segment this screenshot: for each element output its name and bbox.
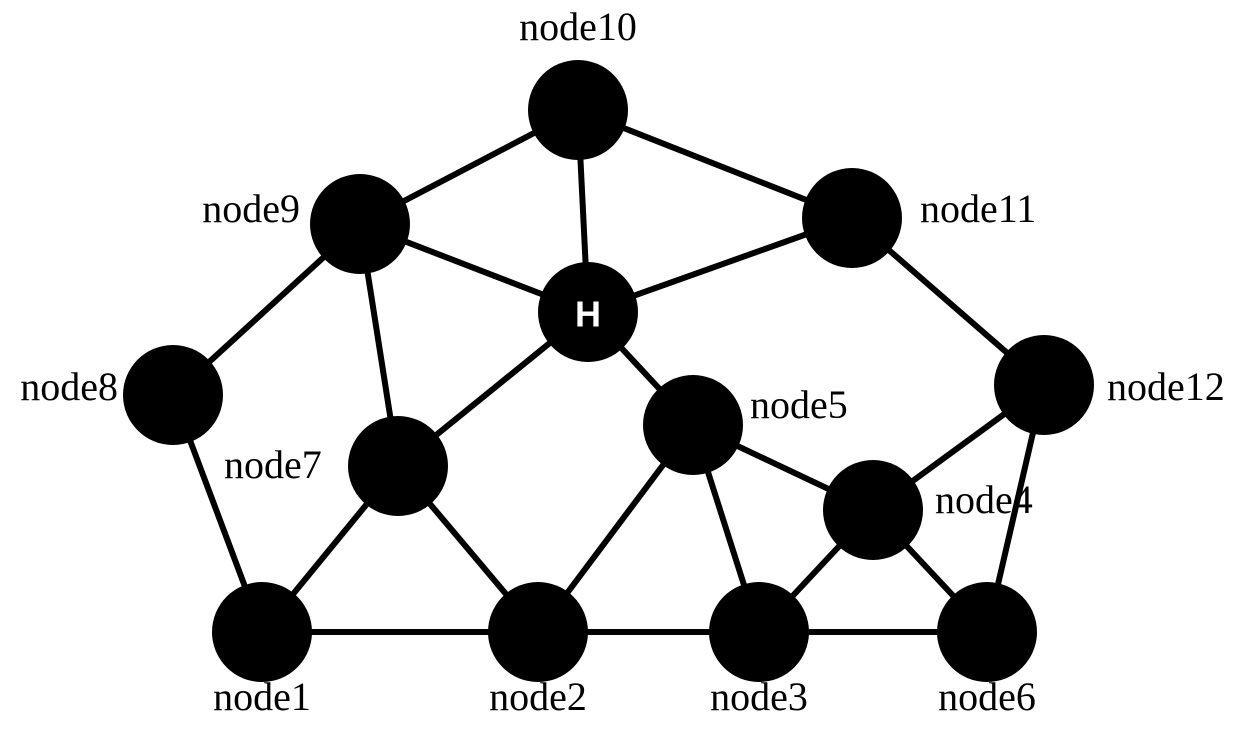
node-label-node9: node9 xyxy=(202,186,300,231)
node-node3 xyxy=(709,582,809,682)
node-node8 xyxy=(123,345,223,445)
node-label-node2: node2 xyxy=(489,674,587,719)
node-label-node3: node3 xyxy=(710,674,808,719)
node-label-node5: node5 xyxy=(750,382,848,427)
node-label-node4: node4 xyxy=(935,477,1033,522)
node-inner-label-H: H xyxy=(575,294,601,335)
edges-group xyxy=(173,110,1044,632)
node-node7 xyxy=(348,416,448,516)
network-diagram: Hnode1 node2 node3 node6 node4 node5 node7 node… xyxy=(0,0,1240,737)
node-label-node10: node10 xyxy=(519,4,637,49)
node-node4 xyxy=(823,460,923,560)
node-node2 xyxy=(488,582,588,682)
node-label-node1: node1 xyxy=(213,674,311,719)
node-node12 xyxy=(994,335,1094,435)
node-label-node11: node11 xyxy=(920,186,1036,231)
node-node10 xyxy=(528,60,628,160)
node-node5 xyxy=(643,375,743,475)
node-node1 xyxy=(212,582,312,682)
node-label-node7: node7 xyxy=(224,442,322,487)
node-node9 xyxy=(310,174,410,274)
node-node6 xyxy=(937,582,1037,682)
node-node11 xyxy=(802,168,902,268)
node-label-node6: node6 xyxy=(938,674,1036,719)
node-label-node12: node12 xyxy=(1107,364,1225,409)
node-label-node8: node8 xyxy=(20,364,118,409)
